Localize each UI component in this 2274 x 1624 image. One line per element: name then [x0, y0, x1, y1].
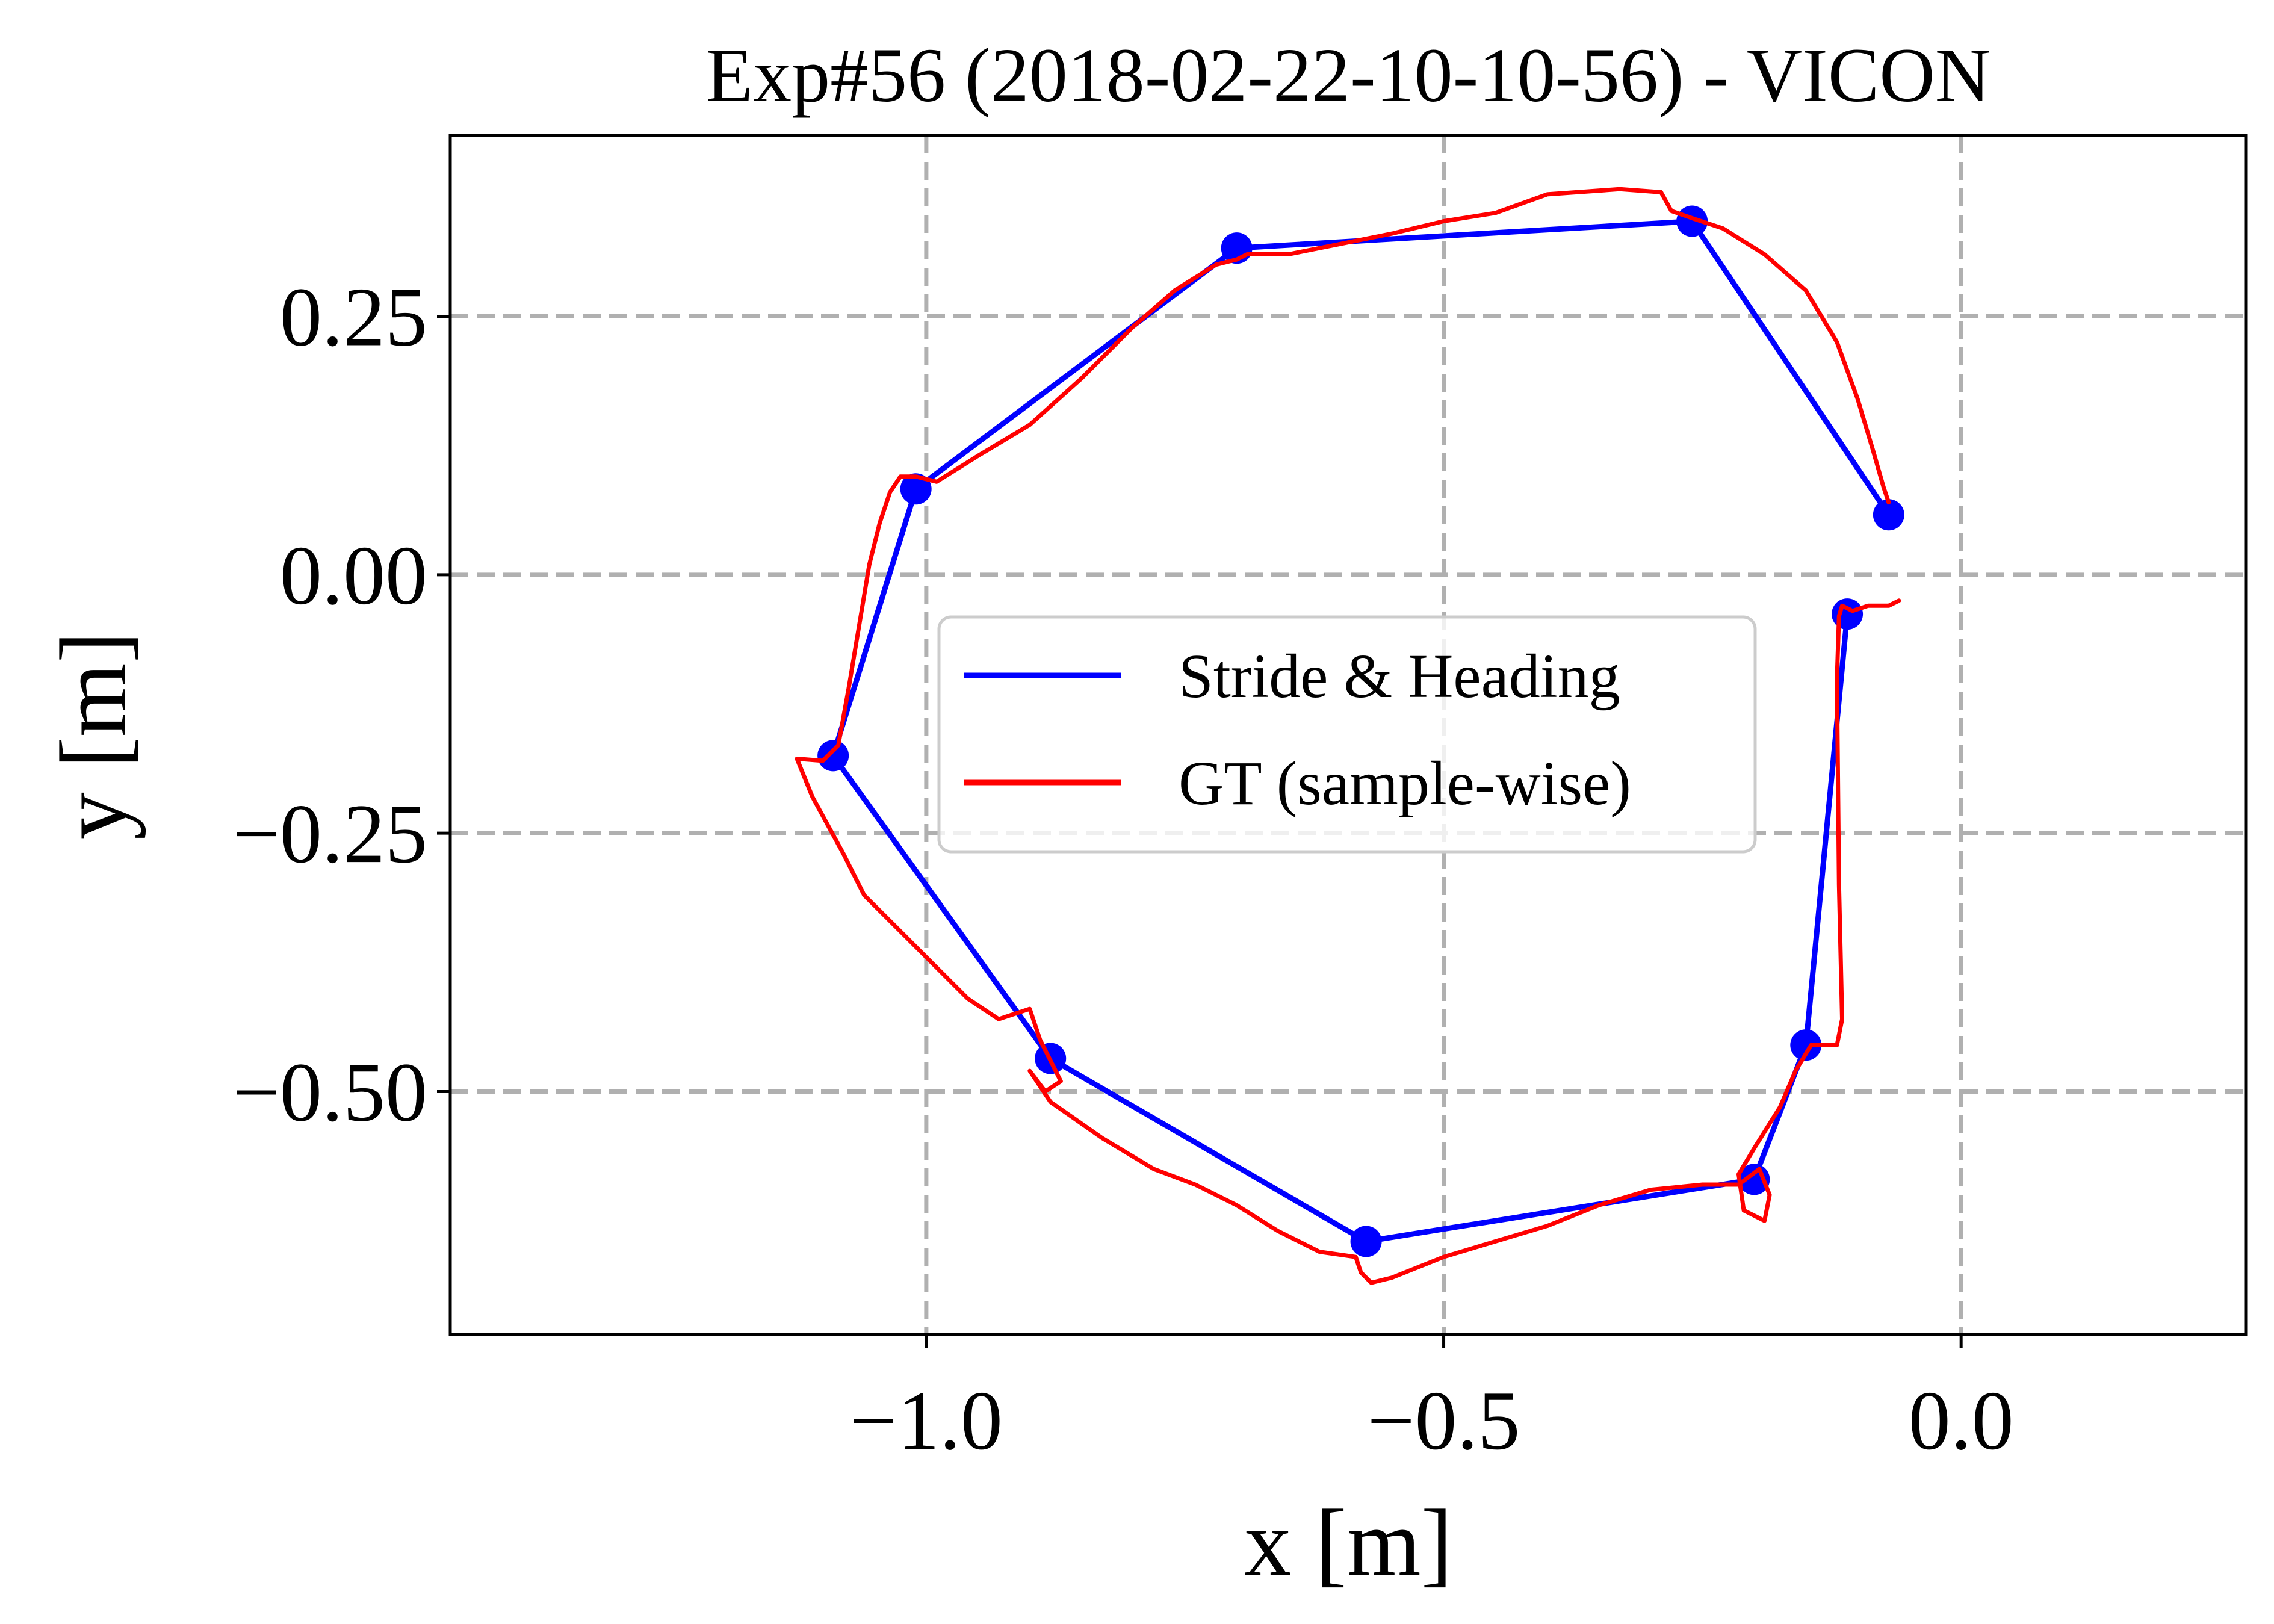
- y-tick-label: 0.00: [280, 529, 427, 622]
- x-tick-label: 0.0: [1909, 1374, 2014, 1467]
- y-tick-label: 0.25: [280, 271, 427, 364]
- legend-label-gt-sample-wise: GT (sample-wise): [1179, 749, 1631, 818]
- legend-label-stride-heading: Stride & Heading: [1179, 642, 1620, 711]
- data-point-stride-heading: [900, 473, 932, 505]
- plot-frame: [448, 134, 2248, 1336]
- data-point-stride-heading: [1873, 499, 1904, 531]
- legend-box: [937, 615, 1757, 854]
- x-axis-label: x [m]: [1244, 1490, 1453, 1596]
- x-tick-label: −1.0: [850, 1374, 1003, 1467]
- data-point-stride-heading: [1790, 1029, 1822, 1061]
- x-axis-ticks: −1.0 −0.5 0.0: [850, 1334, 2014, 1467]
- x-tick-label: −0.5: [1368, 1374, 1520, 1467]
- data-point-stride-heading: [817, 740, 849, 772]
- legend: Stride & Heading GT (sample-wise): [937, 615, 1757, 854]
- chart-title: Exp#56 (2018-02-22-10-10-56) - VICON: [706, 33, 1991, 118]
- y-axis-label: y [m]: [41, 631, 146, 840]
- y-tick-label: −0.25: [232, 787, 427, 881]
- series-line-stride-heading: [830, 218, 1892, 1244]
- plot-area: [795, 187, 1904, 1285]
- series-layer: [795, 187, 1904, 1285]
- data-point-stride-heading: [1832, 598, 1864, 630]
- y-tick-label: −0.50: [232, 1046, 427, 1139]
- y-axis-ticks: 0.25 0.00 −0.25 −0.50: [232, 271, 450, 1139]
- data-point-stride-heading: [1350, 1226, 1382, 1257]
- series-line-gt-sample-wise: [795, 187, 1901, 1285]
